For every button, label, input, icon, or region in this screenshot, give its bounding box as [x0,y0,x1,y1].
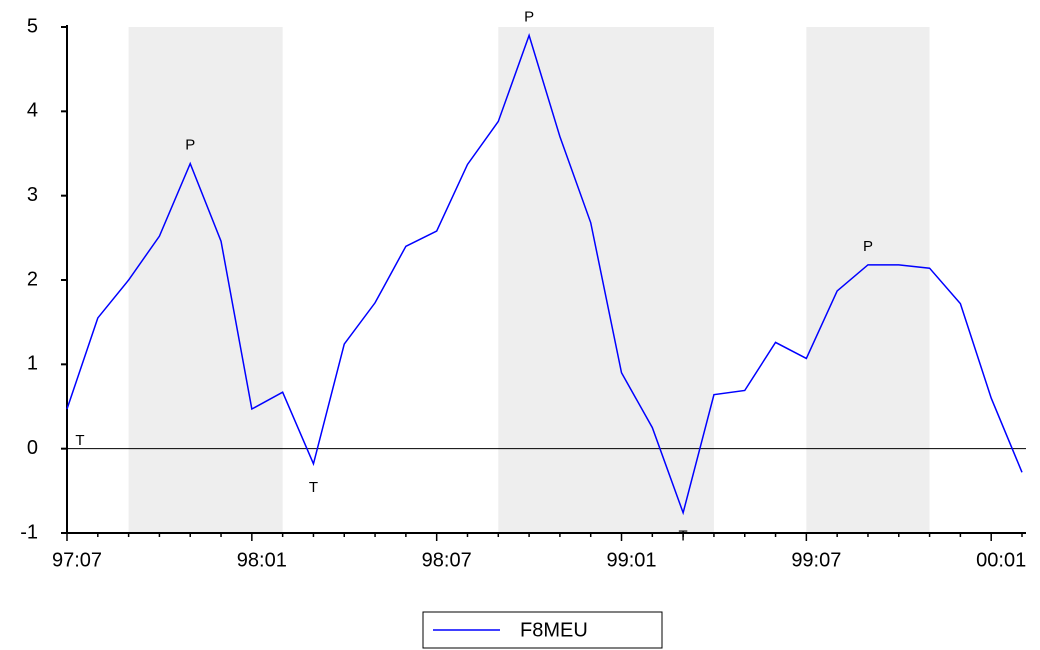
shaded-period [806,27,930,533]
turning-point-label: P [863,238,873,255]
y-tick-label: 0 [27,437,38,459]
shaded-period [498,27,714,533]
y-tick-label: 1 [27,353,38,375]
x-tick-label: 97:07 [52,549,102,571]
series-line [66,33,1023,516]
y-tick-label: 2 [27,268,38,290]
y-tick-label: -1 [20,521,38,543]
x-tick-label: 00:01 [976,549,1026,571]
turning-point-label: T [679,528,688,545]
turning-point-label: P [524,8,534,25]
x-tick-label: 99:01 [606,549,656,571]
x-tick-label: 98:07 [422,549,472,571]
legend-label: F8MEU [520,619,588,641]
y-tick-label: 5 [27,15,38,37]
turning-point-label: T [309,479,318,496]
x-tick-label: 98:01 [237,549,287,571]
y-tick-label: 3 [27,184,38,206]
shaded-period [128,27,283,533]
turning-point-label: T [75,432,84,449]
turning-point-label: P [185,137,195,154]
x-tick-label: 99:07 [791,549,841,571]
y-tick-label: 4 [27,100,38,122]
